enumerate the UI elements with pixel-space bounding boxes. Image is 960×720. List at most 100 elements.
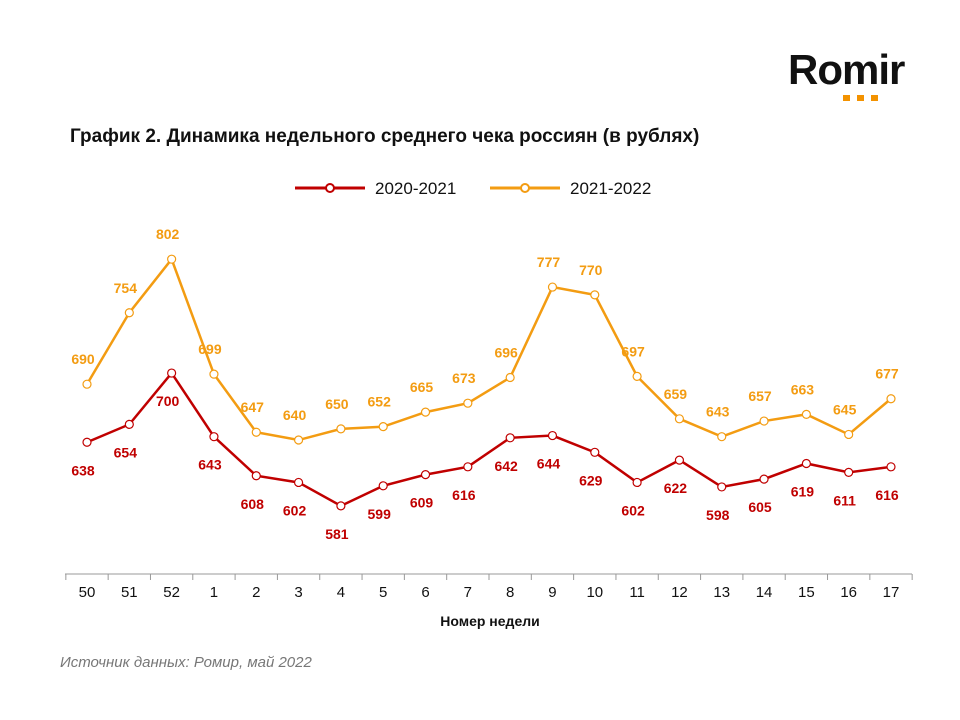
data-point [463,462,473,472]
data-point [632,477,642,488]
data-label: 638 [71,462,95,478]
data-point [209,432,219,442]
data-point [378,422,388,432]
data-label: 663 [791,381,815,397]
data-label: 602 [283,502,307,518]
data-point [167,368,177,378]
x-tick-label: 17 [883,584,900,601]
data-point [336,501,346,511]
data-point [801,409,811,419]
data-label: 650 [325,396,349,412]
series-line [86,370,892,508]
data-point [717,432,727,442]
data-label: 609 [410,495,434,511]
data-label: 770 [579,262,603,278]
data-label: 700 [156,393,180,409]
data-label: 598 [706,507,730,523]
x-tick-label: 52 [163,584,180,601]
data-label: 647 [241,399,265,415]
data-point [251,471,261,481]
chart-title: График 2. Динамика недельного среднего ч… [70,126,700,147]
data-point [167,254,177,264]
data-point [505,372,515,383]
data-label: 697 [621,343,645,359]
series-line [85,256,892,442]
data-point [82,437,92,447]
data-point [547,430,558,441]
data-label: 640 [283,407,307,423]
data-point [590,447,600,457]
data-point [124,419,134,429]
data-label: 622 [664,480,688,496]
logo-dots [843,88,885,106]
data-point [293,435,304,445]
x-tick-label: 2 [252,584,260,601]
data-label: 643 [198,457,222,473]
data-label: 652 [368,394,392,410]
data-label: 754 [114,280,138,296]
data-point [674,455,685,465]
data-point [674,414,685,424]
legend-marker [325,183,335,193]
x-tick-label: 50 [79,584,96,601]
data-point [801,458,811,469]
legend-marker [520,183,530,193]
data-point [547,282,558,292]
data-point [632,371,642,381]
x-tick-label: 9 [548,584,556,601]
source-note: Источник данных: Ромир, май 2022 [60,654,312,671]
data-label: 644 [537,456,561,472]
data-label: 696 [494,345,518,361]
data-label: 616 [452,487,476,503]
data-label: 599 [368,506,392,522]
data-point [82,379,92,389]
data-label: 602 [621,502,645,518]
data-label: 642 [494,458,518,474]
legend-label: 2021-2022 [570,179,651,198]
data-point [251,427,261,437]
data-label: 690 [71,351,95,367]
data-label: 643 [706,404,730,420]
data-label: 619 [791,483,815,499]
data-label: 657 [748,388,772,404]
data-label: 654 [114,444,138,460]
data-label: 677 [875,366,899,382]
data-point [590,290,600,300]
data-point [759,474,769,484]
data-point [505,433,515,443]
data-point [886,462,896,472]
x-tick-label: 13 [713,584,730,601]
data-point [886,394,896,404]
data-point [336,424,346,434]
data-point [293,477,304,488]
data-label: 777 [537,254,561,270]
data-label: 802 [156,226,180,242]
data-point [420,470,431,480]
data-point [717,482,727,492]
legend-label: 2020-2021 [375,179,456,198]
x-tick-label: 3 [294,584,302,601]
data-label: 659 [664,386,688,402]
x-tick-label: 7 [464,584,472,601]
data-point [844,467,854,478]
data-point [463,398,473,408]
data-point [124,308,134,318]
data-point [420,407,431,417]
data-point [209,369,219,379]
x-tick-label: 14 [756,584,773,601]
data-point [844,429,854,440]
x-tick-label: 6 [421,584,429,601]
data-label: 645 [833,401,857,417]
x-tick-label: 5 [379,584,387,601]
data-point [759,416,769,426]
data-point [378,481,388,491]
x-tick-label: 15 [798,584,815,601]
data-label: 611 [833,492,856,508]
x-tick-label: 10 [586,584,603,601]
data-label: 605 [748,499,772,515]
x-axis-label: Номер недели [440,613,539,629]
x-tick-label: 16 [840,584,857,601]
x-tick-label: 8 [506,584,514,601]
x-tick-label: 4 [337,584,345,601]
